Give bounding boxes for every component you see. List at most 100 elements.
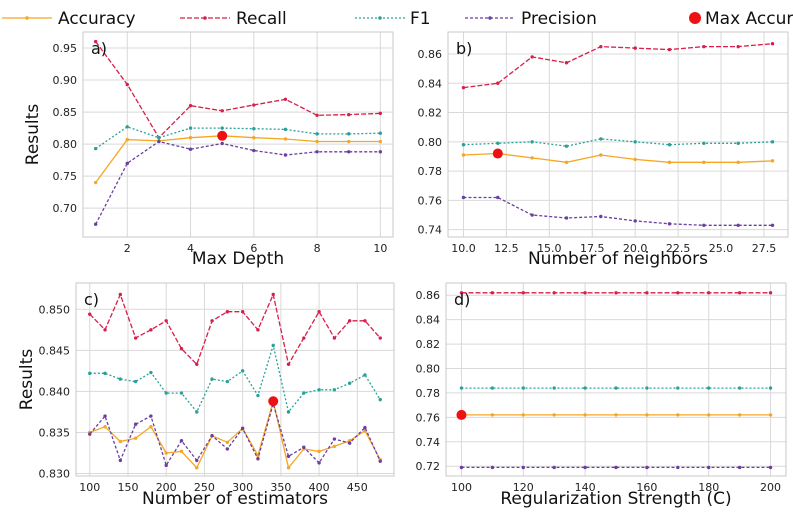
point-f1 [583,386,587,390]
point-accuracy [530,156,534,160]
point-f1 [459,386,464,390]
point-recall [736,44,740,49]
point-f1 [225,379,230,384]
series-line-f1 [95,126,381,150]
point-recall [271,292,275,297]
point-accuracy [93,180,98,185]
max-accuracy-marker [268,396,279,407]
point-recall [256,328,260,332]
series-line-accuracy [95,135,381,183]
y-tick-label: 0.840 [39,385,71,398]
point-precision [118,458,123,463]
point-precision [614,465,618,470]
panel-label: c) [84,290,99,309]
point-recall [461,85,466,90]
point-recall [188,103,193,108]
plot-frame [82,31,394,238]
max-accuracy-marker [492,148,503,159]
point-accuracy [164,451,168,455]
point-f1 [645,386,649,390]
point-precision [103,414,107,418]
point-f1 [133,379,138,384]
point-precision [195,458,199,463]
x-tick-label: 100 [79,481,100,494]
point-recall [332,336,337,340]
point-recall [225,310,230,314]
point-precision [633,219,637,223]
point-f1 [676,386,680,390]
point-recall [286,362,291,367]
y-tick-label: 0.78 [418,165,443,178]
point-precision [347,150,351,154]
point-accuracy [490,413,495,417]
point-recall [676,291,680,295]
point-precision [378,150,383,154]
plot-frame [447,31,789,238]
point-recall [283,97,288,101]
point-precision [707,465,711,470]
point-recall [210,319,214,323]
series-line-accuracy [89,401,381,470]
point-recall [737,291,742,295]
point-recall [179,347,184,351]
point-precision [149,414,153,418]
legend-item-f1: F1 [355,9,431,29]
legend-marker-max-accuracy [689,12,701,24]
point-recall [667,47,672,52]
point-precision [583,465,587,470]
point-accuracy [103,425,107,429]
panel-label: d) [454,290,470,309]
point-f1 [552,386,556,390]
legend-item-accuracy: Accuracy [2,9,136,29]
point-f1 [220,126,224,130]
x-tick-label: 180 [698,481,719,494]
y-tick-label: 0.830 [39,468,71,481]
series-line-precision [463,196,773,226]
point-accuracy [225,440,230,445]
point-accuracy [667,160,672,165]
point-accuracy [283,137,288,141]
point-f1 [164,391,168,395]
point-f1 [271,343,275,348]
point-recall [530,55,534,59]
x-tick-label: 15.0 [537,242,562,255]
y-tick-label: 0.76 [416,411,441,424]
point-accuracy [347,438,352,443]
x-tick-label: 4 [187,242,194,255]
point-precision [220,141,224,146]
point-precision [363,425,367,430]
point-precision [496,195,500,200]
point-f1 [363,373,367,377]
legend-item-precision: Precision [465,9,597,29]
point-accuracy [347,139,351,144]
point-accuracy [195,466,199,470]
series-line-recall [463,43,773,89]
y-tick-label: 0.74 [416,436,441,449]
y-tick-label: 0.70 [53,202,78,215]
point-precision [737,465,742,470]
point-precision [702,223,706,227]
point-accuracy [461,153,466,157]
point-recall [770,42,775,46]
point-accuracy [633,157,637,162]
point-recall [490,291,495,295]
point-f1 [157,136,161,140]
point-recall [88,312,92,316]
point-accuracy [125,137,129,142]
point-recall [347,319,352,323]
legend-marker-recall [203,16,207,20]
point-precision [768,465,773,470]
point-accuracy [286,466,291,470]
legend-label-max: Max Accuracy [705,9,793,29]
point-f1 [667,143,672,147]
point-f1 [490,386,495,390]
x-tick-label: 350 [270,481,291,494]
point-accuracy [552,413,556,417]
point-recall [564,61,569,65]
point-accuracy [583,413,587,417]
point-recall [599,44,603,49]
series-line-recall [89,292,381,367]
legend-label-precision: Precision [521,9,597,29]
y-tick-label: 0.85 [53,106,78,119]
point-f1 [347,381,352,385]
